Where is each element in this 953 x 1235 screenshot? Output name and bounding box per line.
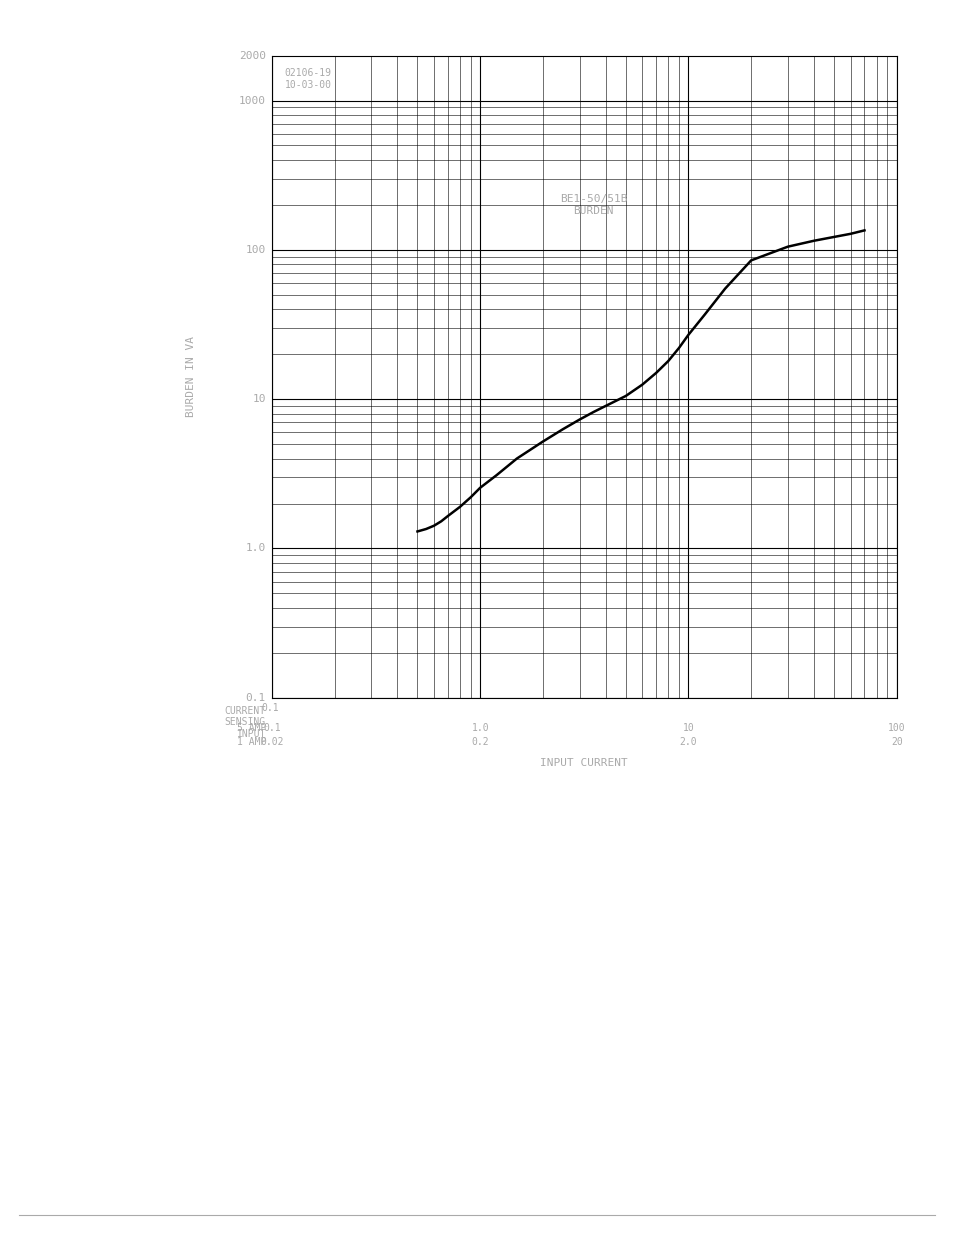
Text: 1000: 1000 (238, 95, 266, 105)
Text: 0.02: 0.02 (260, 737, 283, 747)
Text: 2.0: 2.0 (679, 737, 697, 747)
Text: 0.1: 0.1 (263, 722, 280, 732)
Text: 0.1: 0.1 (245, 693, 266, 703)
Text: 100: 100 (245, 245, 266, 254)
Text: CURRENT
SENSING
INPUT: CURRENT SENSING INPUT (225, 705, 266, 739)
Text: 1 AMP: 1 AMP (236, 737, 266, 747)
Text: 10: 10 (682, 722, 694, 732)
Text: 5 AMP: 5 AMP (236, 722, 266, 732)
Text: 0.2: 0.2 (471, 737, 489, 747)
Text: 100: 100 (887, 722, 904, 732)
Text: 1.0: 1.0 (471, 722, 489, 732)
Text: BURDEN IN VA: BURDEN IN VA (186, 336, 195, 417)
Text: BE1-50/51B
BURDEN: BE1-50/51B BURDEN (559, 194, 626, 216)
Text: 0.1: 0.1 (261, 703, 278, 713)
Text: 2000: 2000 (238, 51, 266, 61)
Text: 20: 20 (890, 737, 902, 747)
Text: INPUT CURRENT: INPUT CURRENT (540, 758, 627, 768)
Text: 10: 10 (253, 394, 266, 404)
Text: 02106-19
10-03-00: 02106-19 10-03-00 (284, 68, 332, 90)
Text: 1.0: 1.0 (245, 543, 266, 553)
